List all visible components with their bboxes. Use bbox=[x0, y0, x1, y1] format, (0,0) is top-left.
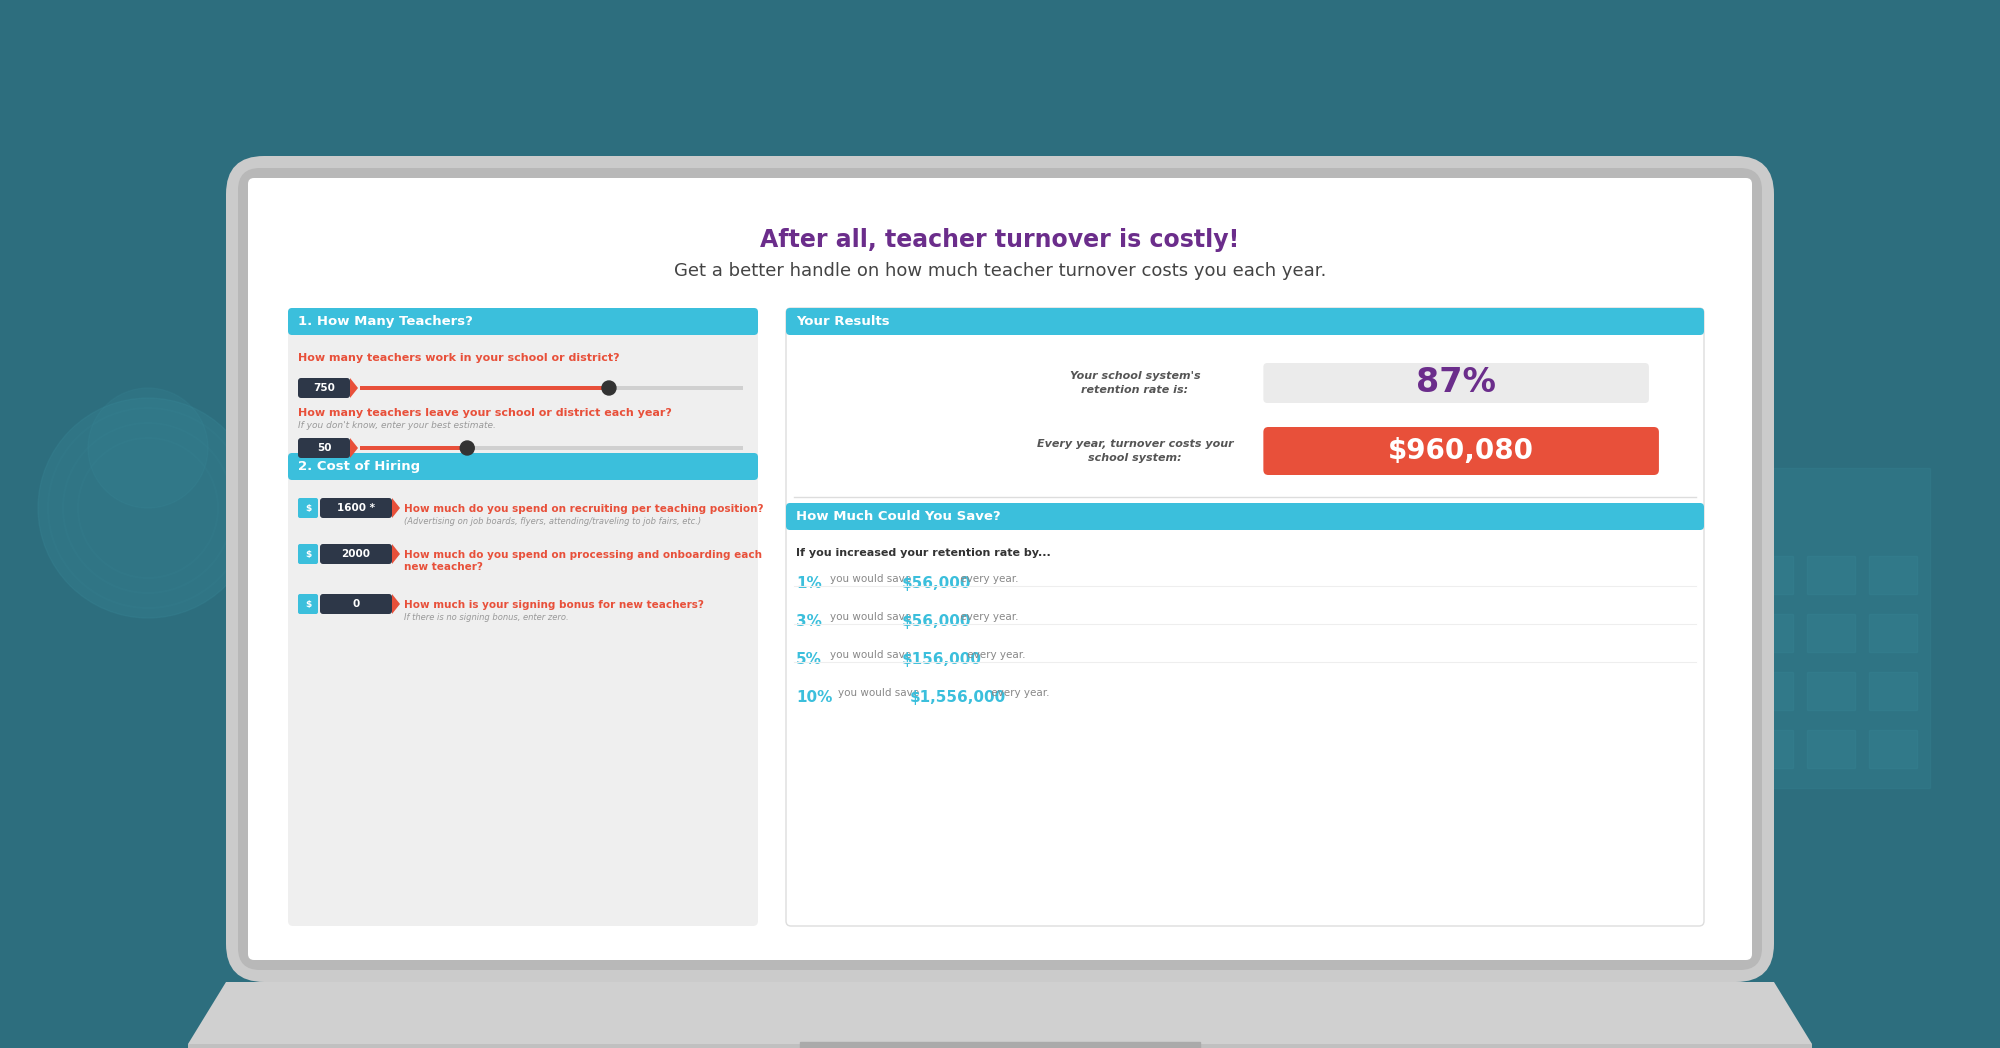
Polygon shape bbox=[350, 378, 358, 398]
Text: Get a better handle on how much teacher turnover costs you each year.: Get a better handle on how much teacher … bbox=[674, 262, 1326, 280]
Circle shape bbox=[88, 388, 208, 508]
Bar bbox=[1744, 556, 1792, 594]
Text: 50: 50 bbox=[316, 443, 332, 453]
FancyBboxPatch shape bbox=[298, 544, 318, 564]
FancyBboxPatch shape bbox=[298, 594, 318, 614]
Bar bbox=[360, 446, 744, 450]
FancyBboxPatch shape bbox=[320, 544, 392, 564]
FancyBboxPatch shape bbox=[288, 308, 758, 335]
Bar bbox=[1808, 614, 1856, 652]
Text: How much do you spend on processing and onboarding each
new teacher?: How much do you spend on processing and … bbox=[404, 550, 762, 571]
Text: 750: 750 bbox=[314, 383, 334, 393]
Text: $156,000: $156,000 bbox=[902, 652, 982, 667]
Text: you would save: you would save bbox=[830, 612, 914, 623]
Text: 5%: 5% bbox=[796, 652, 822, 667]
Bar bbox=[360, 386, 744, 390]
FancyBboxPatch shape bbox=[288, 308, 758, 926]
Bar bbox=[360, 446, 468, 450]
Text: If you increased your retention rate by...: If you increased your retention rate by.… bbox=[796, 548, 1050, 558]
Text: How much is your signing bonus for new teachers?: How much is your signing bonus for new t… bbox=[404, 601, 704, 610]
Bar bbox=[1744, 730, 1792, 768]
Polygon shape bbox=[392, 498, 400, 518]
Text: 2000: 2000 bbox=[342, 549, 370, 559]
Text: 1. How Many Teachers?: 1. How Many Teachers? bbox=[298, 315, 472, 328]
FancyBboxPatch shape bbox=[298, 438, 350, 458]
Text: Every year, turnover costs your
school system:: Every year, turnover costs your school s… bbox=[1036, 439, 1234, 463]
Circle shape bbox=[602, 381, 616, 395]
Text: $56,000: $56,000 bbox=[902, 576, 972, 591]
Bar bbox=[1808, 556, 1856, 594]
FancyBboxPatch shape bbox=[320, 594, 392, 614]
Text: every year.: every year. bbox=[964, 650, 1026, 660]
Text: Your school system's
retention rate is:: Your school system's retention rate is: bbox=[1070, 371, 1200, 395]
Text: 0: 0 bbox=[352, 599, 360, 609]
Circle shape bbox=[38, 398, 258, 618]
FancyBboxPatch shape bbox=[786, 308, 1704, 926]
FancyBboxPatch shape bbox=[786, 308, 1704, 335]
Polygon shape bbox=[392, 544, 400, 564]
Text: you would save: you would save bbox=[830, 650, 914, 660]
FancyBboxPatch shape bbox=[298, 498, 318, 518]
Bar bbox=[1868, 556, 1916, 594]
FancyBboxPatch shape bbox=[226, 156, 1774, 982]
FancyBboxPatch shape bbox=[1264, 427, 1658, 475]
Text: $: $ bbox=[304, 549, 312, 559]
Text: you would save: you would save bbox=[830, 574, 914, 584]
Text: $56,000: $56,000 bbox=[902, 614, 972, 629]
Text: you would save: you would save bbox=[838, 687, 922, 698]
Text: (Advertising on job boards, flyers, attending/traveling to job fairs, etc.): (Advertising on job boards, flyers, atte… bbox=[404, 517, 702, 526]
Text: 10%: 10% bbox=[796, 690, 832, 705]
Text: every year.: every year. bbox=[956, 612, 1018, 623]
Text: $: $ bbox=[304, 599, 312, 609]
Circle shape bbox=[460, 441, 474, 455]
Text: $1,556,000: $1,556,000 bbox=[910, 690, 1006, 705]
Text: How many teachers leave your school or district each year?: How many teachers leave your school or d… bbox=[298, 408, 672, 418]
Text: How Much Could You Save?: How Much Could You Save? bbox=[796, 510, 1000, 523]
FancyBboxPatch shape bbox=[298, 378, 350, 398]
FancyBboxPatch shape bbox=[248, 178, 1752, 960]
Text: every year.: every year. bbox=[956, 574, 1018, 584]
Bar bbox=[1730, 468, 1930, 788]
Bar bbox=[1868, 730, 1916, 768]
Text: 87%: 87% bbox=[1416, 367, 1496, 399]
Bar bbox=[1808, 672, 1856, 709]
Text: 1%: 1% bbox=[796, 576, 822, 591]
Polygon shape bbox=[188, 982, 1812, 1044]
Text: 2. Cost of Hiring: 2. Cost of Hiring bbox=[298, 460, 420, 473]
FancyBboxPatch shape bbox=[320, 498, 392, 518]
Text: After all, teacher turnover is costly!: After all, teacher turnover is costly! bbox=[760, 228, 1240, 252]
FancyBboxPatch shape bbox=[238, 168, 1762, 970]
Text: If there is no signing bonus, enter zero.: If there is no signing bonus, enter zero… bbox=[404, 613, 568, 623]
Bar bbox=[360, 386, 608, 390]
Bar bbox=[800, 1042, 1200, 1048]
Text: every year.: every year. bbox=[988, 687, 1050, 698]
Bar bbox=[1744, 614, 1792, 652]
Bar bbox=[1808, 730, 1856, 768]
FancyBboxPatch shape bbox=[1264, 363, 1648, 403]
Bar bbox=[260, 190, 1740, 948]
FancyBboxPatch shape bbox=[786, 503, 1704, 530]
Text: 3%: 3% bbox=[796, 614, 822, 629]
Text: 1600 *: 1600 * bbox=[336, 503, 376, 514]
FancyBboxPatch shape bbox=[288, 453, 758, 480]
Polygon shape bbox=[350, 438, 358, 458]
Text: If you don't know, enter your best estimate.: If you don't know, enter your best estim… bbox=[298, 421, 496, 430]
Text: $960,080: $960,080 bbox=[1388, 437, 1534, 465]
Polygon shape bbox=[188, 1044, 1812, 1048]
Bar bbox=[1744, 672, 1792, 709]
Text: How many teachers work in your school or district?: How many teachers work in your school or… bbox=[298, 353, 620, 363]
Text: Your Results: Your Results bbox=[796, 315, 890, 328]
Bar bbox=[1868, 672, 1916, 709]
Bar bbox=[1868, 614, 1916, 652]
Polygon shape bbox=[392, 594, 400, 614]
Text: How much do you spend on recruiting per teaching position?: How much do you spend on recruiting per … bbox=[404, 504, 764, 514]
Text: $: $ bbox=[304, 503, 312, 512]
